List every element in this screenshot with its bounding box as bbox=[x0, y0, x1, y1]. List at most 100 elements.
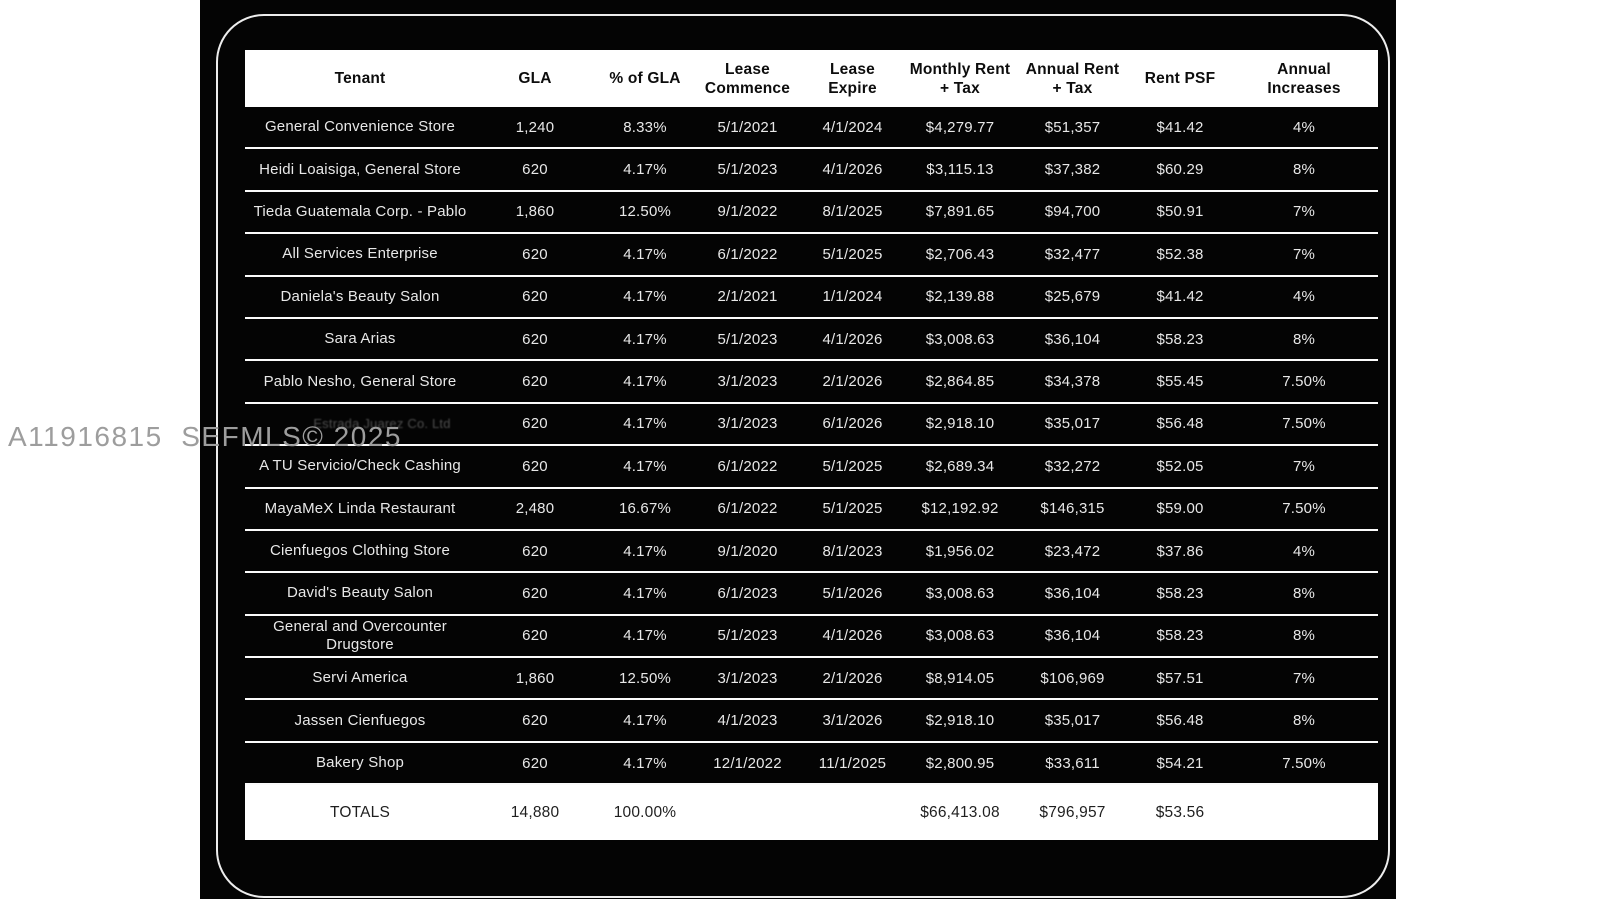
table-row: Cienfuegos Clothing Store 620 4.17% 9/1/202… bbox=[245, 531, 1378, 574]
cell-annual_rent: $37,382 bbox=[1044, 161, 1101, 179]
column-header-lease_expire: Lease Expire bbox=[828, 60, 877, 97]
cell-annual_rent: $32,477 bbox=[1044, 245, 1101, 263]
cell-annual_rent: $35,017 bbox=[1044, 415, 1101, 433]
cell-gla_pct: 4.17% bbox=[623, 542, 667, 560]
cell-rent_psf: $58.23 bbox=[1156, 584, 1204, 602]
cell-monthly_rent: $8,914.05 bbox=[925, 669, 995, 687]
cell-monthly_rent: $12,192.92 bbox=[921, 500, 999, 518]
cell-gla: 620 bbox=[522, 712, 548, 730]
column-header-annual_increase: Annual Increases bbox=[1267, 60, 1341, 97]
cell-rent_psf: $54.21 bbox=[1156, 754, 1204, 772]
cell-lease_expire: 5/1/2026 bbox=[822, 584, 883, 602]
cell-gla: 620 bbox=[522, 330, 548, 348]
cell-lease_commence: 5/1/2021 bbox=[717, 118, 778, 136]
cell-gla_pct: 4.17% bbox=[623, 754, 667, 772]
cell-tenant: Heidi Loaisiga, General Store bbox=[259, 160, 461, 178]
cell-lease_commence: 2/1/2021 bbox=[717, 288, 778, 306]
table-row: Estrada Juarez Co. Ltd 620 4.17% 3/1/2023 6/… bbox=[245, 404, 1378, 447]
cell-gla_pct: 12.50% bbox=[618, 203, 672, 221]
cell-tenant: Bakery Shop bbox=[315, 754, 405, 772]
cell-monthly_rent: $2,864.85 bbox=[925, 373, 995, 391]
cell-monthly_rent: $3,115.13 bbox=[926, 161, 994, 179]
cell-gla: 1,240 bbox=[515, 118, 555, 136]
cell-gla_pct: 4.17% bbox=[623, 457, 667, 475]
cell-gla_pct: 4.17% bbox=[623, 627, 667, 645]
table-row: Sara Arias 620 4.17% 5/1/2023 4/1/2026 $3,008… bbox=[245, 319, 1378, 362]
cell-tenant: Servi America bbox=[312, 669, 408, 687]
cell-lease_expire: 5/1/2025 bbox=[822, 457, 883, 475]
totals-cell-gla: 14,880 bbox=[510, 803, 560, 821]
cell-monthly_rent: $7,891.65 bbox=[925, 203, 995, 221]
cell-monthly_rent: $2,918.10 bbox=[925, 712, 995, 730]
cell-annual_rent: $36,104 bbox=[1044, 330, 1101, 348]
cell-tenant: MayaMeX Linda Restaurant bbox=[264, 499, 456, 517]
cell-gla: 620 bbox=[522, 542, 548, 560]
cell-rent_psf: $52.38 bbox=[1156, 245, 1204, 263]
column-header-rent_psf: Rent PSF bbox=[1144, 70, 1216, 87]
cell-rent_psf: $55.45 bbox=[1156, 373, 1204, 391]
cell-annual_increase: 8% bbox=[1292, 330, 1316, 348]
column-header-annual_rent: Annual Rent + Tax bbox=[1025, 60, 1120, 97]
cell-annual_rent: $25,679 bbox=[1044, 288, 1101, 306]
cell-lease_commence: 9/1/2022 bbox=[717, 203, 778, 221]
cell-lease_expire: 6/1/2026 bbox=[822, 415, 883, 433]
cell-annual_increase: 8% bbox=[1292, 161, 1316, 179]
totals-cell-tenant: TOTALS bbox=[329, 803, 391, 821]
cell-gla_pct: 12.50% bbox=[618, 669, 672, 687]
cell-gla: 620 bbox=[522, 754, 548, 772]
table-row: Jassen Cienfuegos 620 4.17% 4/1/2023 3/1/202… bbox=[245, 700, 1378, 743]
table-row: MayaMeX Linda Restaurant 2,480 16.67% 6/1/2… bbox=[245, 489, 1378, 531]
table-row: General Convenience Store 1,240 8.33% 5/1/2… bbox=[245, 107, 1378, 150]
cell-lease_expire: 5/1/2025 bbox=[822, 245, 883, 263]
cell-annual_increase: 7.50% bbox=[1282, 373, 1326, 391]
rent-roll-table: Tenant GLA % of GLA Lease Commence Lease Exp… bbox=[245, 50, 1378, 841]
table-body: General Convenience Store 1,240 8.33% 5/1/2… bbox=[245, 107, 1378, 786]
cell-monthly_rent: $4,279.77 bbox=[925, 118, 995, 136]
cell-tenant: All Services Enterprise bbox=[282, 245, 438, 263]
cell-lease_expire: 5/1/2025 bbox=[822, 500, 883, 518]
cell-gla_pct: 16.67% bbox=[618, 500, 672, 518]
cell-lease_commence: 6/1/2022 bbox=[717, 500, 778, 518]
cell-gla: 620 bbox=[522, 373, 548, 391]
column-header-tenant: Tenant bbox=[334, 70, 386, 87]
table-row: All Services Enterprise 620 4.17% 6/1/2022 5… bbox=[245, 234, 1378, 277]
cell-annual_rent: $51,357 bbox=[1044, 118, 1101, 136]
table-row: Servi America 1,860 12.50% 3/1/2023 2/1/2026… bbox=[245, 658, 1378, 701]
cell-monthly_rent: $2,689.34 bbox=[925, 457, 995, 475]
cell-lease_expire: 2/1/2026 bbox=[822, 669, 883, 687]
cell-lease_commence: 5/1/2023 bbox=[717, 161, 778, 179]
cell-gla: 2,480 bbox=[515, 500, 555, 518]
column-header-lease_commence: Lease Commence bbox=[704, 60, 791, 97]
cell-rent_psf: $41.42 bbox=[1156, 288, 1204, 306]
cell-annual_increase: 7% bbox=[1292, 203, 1316, 221]
cell-lease_commence: 6/1/2023 bbox=[717, 584, 778, 602]
cell-gla_pct: 4.17% bbox=[623, 415, 667, 433]
cell-gla: 620 bbox=[522, 288, 548, 306]
cell-annual_increase: 8% bbox=[1292, 712, 1316, 730]
rent-roll-card bbox=[200, 0, 1396, 899]
cell-monthly_rent: $2,706.43 bbox=[925, 245, 995, 263]
cell-tenant: David's Beauty Salon bbox=[286, 584, 434, 602]
table-row: A TU Servicio/Check Cashing 620 4.17% 6/1/2… bbox=[245, 446, 1378, 489]
cell-lease_commence: 3/1/2023 bbox=[717, 415, 778, 433]
table-row: Heidi Loaisiga, General Store 620 4.17% 5/1… bbox=[245, 149, 1378, 192]
cell-lease_expire: 4/1/2024 bbox=[822, 118, 883, 136]
cell-tenant: Pablo Nesho, General Store bbox=[263, 372, 457, 390]
cell-tenant: Cienfuegos Clothing Store bbox=[269, 542, 451, 560]
cell-lease_commence: 4/1/2023 bbox=[717, 712, 778, 730]
cell-annual_increase: 7.50% bbox=[1282, 500, 1326, 518]
cell-lease_expire: 3/1/2026 bbox=[822, 712, 883, 730]
cell-monthly_rent: $3,008.63 bbox=[925, 627, 995, 645]
cell-rent_psf: $57.51 bbox=[1156, 669, 1204, 687]
cell-lease_commence: 3/1/2023 bbox=[717, 373, 778, 391]
cell-tenant: General Convenience Store bbox=[264, 118, 456, 136]
cell-monthly_rent: $2,918.10 bbox=[925, 415, 995, 433]
cell-annual_increase: 4% bbox=[1292, 288, 1316, 306]
cell-gla: 620 bbox=[522, 415, 548, 433]
cell-rent_psf: $58.23 bbox=[1156, 330, 1204, 348]
cell-lease_expire: 8/1/2023 bbox=[822, 542, 883, 560]
table-totals-row: TOTALS 14,880 100.00% $66,413.08 $796,957 $53… bbox=[245, 785, 1378, 841]
cell-monthly_rent: $2,800.95 bbox=[925, 754, 995, 772]
cell-annual_rent: $146,315 bbox=[1040, 500, 1105, 518]
cell-annual_rent: $106,969 bbox=[1040, 669, 1105, 687]
